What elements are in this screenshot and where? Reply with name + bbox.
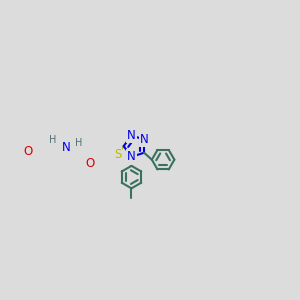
Text: N: N	[127, 129, 136, 142]
Text: S: S	[114, 148, 121, 161]
Text: N: N	[62, 141, 71, 154]
Text: H: H	[75, 138, 82, 148]
Text: O: O	[85, 157, 94, 170]
Text: N: N	[127, 150, 136, 163]
Text: H: H	[49, 135, 57, 145]
Text: O: O	[23, 145, 33, 158]
Text: N: N	[140, 133, 148, 146]
